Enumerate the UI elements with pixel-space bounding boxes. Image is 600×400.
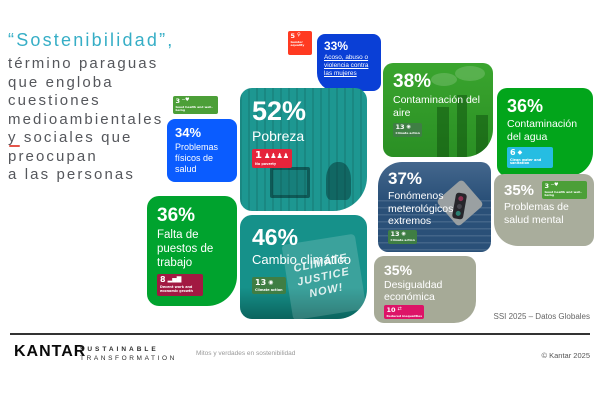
data-source-note: SSI 2025 – Datos Globales	[493, 312, 590, 321]
stat-value: 38%	[393, 71, 432, 92]
tile-poverty: 52% Pobreza 1 ♟♟♟♟ No poverty	[240, 88, 367, 211]
stat-label: Contaminación del agua	[507, 118, 578, 143]
smoke-shape	[455, 66, 485, 81]
sdg6-badge: 6 ◆ Clean water and sanitation	[507, 147, 553, 169]
sdg3-badge: 3 ─♥ Good health and well-being	[542, 181, 587, 199]
smokestack-shape	[476, 115, 488, 157]
stat-value: 52%	[252, 96, 307, 126]
stat-value: 35%	[384, 262, 413, 278]
tile-physical-health: 34% Problemas físicos de salud	[167, 119, 237, 182]
title-line: que engloba	[8, 73, 114, 91]
tile-lack-of-jobs: 36% Falta de puestos de trabajo 8 ▂▅▇ De…	[147, 196, 237, 306]
tile-economic-inequality: 35% Desigualdad económica 10 ⇄ Reduced i…	[374, 256, 476, 323]
sdg10-badge: 10 ⇄ Reduced inequalities	[384, 305, 425, 320]
report-subtitle: Mitos y verdades en sostenibilidad	[196, 350, 296, 357]
stat-value: 35%	[504, 182, 535, 199]
tile-extreme-weather: 37% Fonómenos meterológicos extremos 13 …	[378, 162, 491, 252]
stat-value: 34%	[175, 125, 202, 140]
person-silhouette	[326, 162, 351, 200]
stat-label: Problemas físicos de salud	[175, 142, 219, 174]
water-drop-icon: ◆	[517, 149, 523, 156]
sdg8-badge: 8 ▂▅▇ Decent work and economic growth	[157, 274, 203, 296]
stat-label: Falta de puestos de trabajo	[157, 229, 214, 269]
sdg3-badge: 3 ─♥ Good health and well-being	[173, 96, 218, 114]
title-line: medioambientales	[8, 110, 164, 128]
stat-value: 37%	[388, 169, 423, 188]
title-line: y sociales que	[8, 129, 133, 146]
equality-arrows-icon: ⇄	[397, 306, 402, 313]
sdg1-badge: 1 ♟♟♟♟ No poverty	[252, 149, 293, 169]
stat-label: Contaminación del aire	[393, 94, 480, 119]
tile-mental-health: 3 ─♥ Good health and well-being 35% Prob…	[494, 174, 594, 246]
title-line: preocupan	[8, 147, 98, 165]
footer-divider	[10, 333, 590, 335]
tile-water-pollution: 36% Contaminación del agua 6 ◆ Clean wat…	[497, 88, 593, 176]
health-heartbeat-icon: ─♥	[551, 182, 559, 189]
sdg13-badge: 13 ◉ Climate action	[388, 229, 418, 245]
climate-eye-icon: ◉	[406, 123, 411, 130]
spellcheck-underline	[9, 145, 20, 147]
title-block: “Sostenibilidad”, término paraguas que e…	[8, 30, 243, 185]
sdg13-badge: 13 ◉ Climate action	[252, 277, 286, 295]
stat-value: 46%	[252, 224, 299, 250]
growth-chart-icon: ▂▅▇	[167, 276, 182, 284]
tile-climate-change: CLIMATE JUSTICE NOW! 46% Cambio climátic…	[240, 215, 367, 319]
smoke-shape	[431, 73, 457, 86]
gender-equality-icon: ♀	[297, 32, 301, 39]
sdg13-badge: 13 ◉ Climate action	[393, 122, 423, 137]
tile-violence-against-women: 33% Acoso, abuso o violencia contra las …	[317, 34, 381, 91]
smokestack-shape	[437, 107, 449, 157]
shopping-cart-silhouette	[270, 167, 310, 198]
stat-label: Acoso, abuso o violencia contra las muje…	[324, 54, 369, 78]
stat-label: Problemas de salud mental	[504, 201, 569, 226]
sustainable-transformation-logo: SUSTAINABLE TRANSFORMATION	[80, 346, 177, 362]
stat-value: 33%	[324, 39, 349, 53]
title-line: a las personas	[8, 166, 135, 183]
stat-label: Pobreza	[252, 128, 305, 144]
stat-value: 36%	[507, 96, 544, 116]
climate-eye-icon: ◉	[401, 231, 406, 238]
title-line: término paraguas	[8, 55, 159, 72]
climate-eye-icon: ◉	[268, 279, 274, 286]
smokestack-shape	[457, 95, 467, 157]
stat-label: Desigualdad económica	[384, 279, 443, 303]
people-icon: ♟♟♟♟	[263, 151, 290, 160]
stat-value: 36%	[157, 205, 196, 226]
stat-label: Cambio climático	[252, 252, 351, 267]
copyright-note: © Kantar 2025	[541, 351, 590, 360]
kantar-logo: KANTAR	[14, 343, 87, 360]
stat-label: Fonómenos meterológicos extremos	[388, 190, 454, 228]
tile-air-pollution: 38% Contaminación del aire 13 ◉ Climate …	[383, 63, 493, 157]
sdg5-badge: 5 ♀ Gender equality	[288, 31, 312, 55]
health-heartbeat-icon: ─♥	[182, 97, 190, 104]
page-title: “Sostenibilidad”,	[8, 30, 175, 50]
title-line: cuestiones	[8, 92, 101, 109]
